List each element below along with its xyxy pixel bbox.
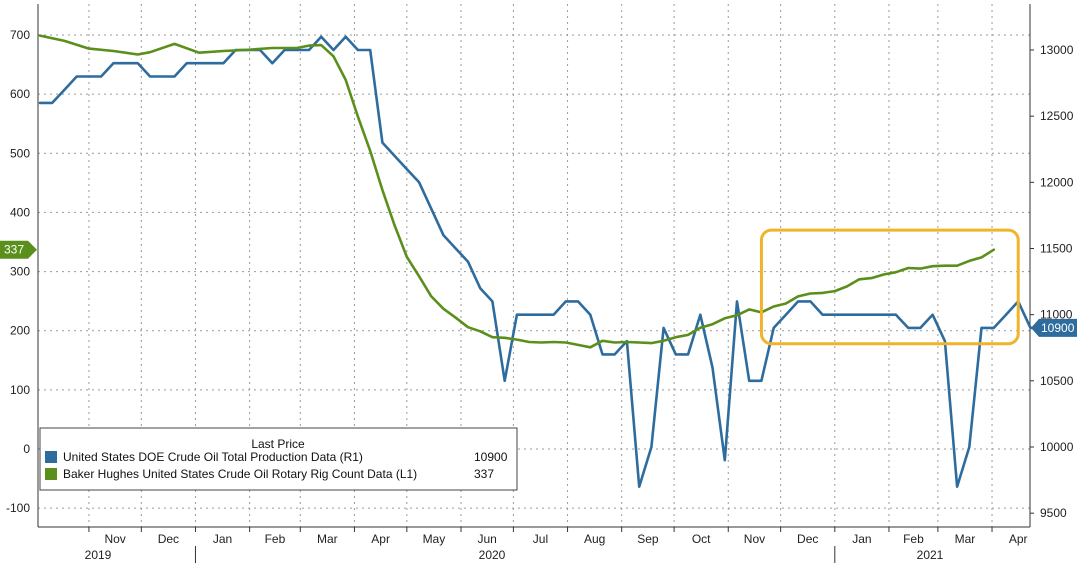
left-tick-label: 300 [10, 265, 30, 279]
legend-swatch [45, 468, 57, 480]
rig-count-series-line [38, 34, 996, 349]
legend-title: Last Price [251, 437, 305, 451]
x-tick-label: Feb [903, 532, 924, 546]
left-tick-label: 100 [10, 383, 30, 397]
x-tick-label: Jan [213, 532, 232, 546]
x-tick-label: Feb [265, 532, 286, 546]
left-tick-label: 200 [10, 324, 30, 338]
left-tick-label: 500 [10, 146, 30, 160]
last-value-tags: 337 10900 [0, 240, 1077, 337]
right-last-value-text: 10900 [1041, 321, 1075, 335]
right-tick-label: 11000 [1040, 308, 1073, 322]
right-tick-label: 12500 [1040, 109, 1074, 123]
left-last-value-text: 337 [4, 243, 24, 257]
x-tick-label: Apr [371, 532, 390, 546]
left-tick-label: 400 [10, 205, 30, 219]
x-tick-label: Mar [317, 532, 338, 546]
left-last-value-tag [0, 240, 37, 259]
right-tick-label: 12000 [1040, 175, 1074, 189]
right-last-value-tag [1031, 318, 1077, 337]
highlight-box [759, 228, 1020, 346]
x-tick-label: Sep [637, 532, 659, 546]
left-tick-label: 600 [10, 87, 30, 101]
right-tick-label: 11500 [1040, 242, 1073, 256]
legend-box [39, 427, 518, 491]
year-label: 2019 [85, 548, 112, 562]
highlight-rectangle [759, 228, 1020, 346]
legend-entry-value: 10900 [474, 450, 508, 464]
legend-entry-value: 337 [474, 467, 494, 481]
x-tick-label: May [423, 532, 446, 546]
x-tick-label: Mar [955, 532, 976, 546]
x-tick-label: Oct [692, 532, 711, 546]
year-label: 2021 [917, 548, 944, 562]
series-lines [38, 34, 1057, 489]
x-tick-label: Apr [1009, 532, 1028, 546]
right-tick-label: 9500 [1040, 506, 1067, 520]
left-tick-label: -100 [6, 501, 30, 515]
right-tick-label: 13000 [1040, 43, 1074, 57]
production-series-line [38, 35, 1057, 489]
legend-entry-label: United States DOE Crude Oil Total Produc… [63, 450, 363, 464]
left-tick-label: 0 [23, 442, 30, 456]
x-tick-label: Jun [478, 532, 497, 546]
legend-swatch [45, 451, 57, 463]
x-tick-label: Nov [744, 532, 765, 546]
legend-entry-label: Baker Hughes United States Crude Oil Rot… [63, 467, 417, 481]
x-tick-label: Dec [158, 532, 179, 546]
x-tick-label: Dec [797, 532, 818, 546]
x-tick-label: Jul [533, 532, 548, 546]
x-tick-label: Aug [584, 532, 605, 546]
x-tick-label: Jan [852, 532, 871, 546]
x-tick-label: Nov [104, 532, 125, 546]
right-tick-label: 10500 [1040, 374, 1074, 388]
year-label: 2020 [479, 548, 506, 562]
left-tick-label: 700 [10, 28, 30, 42]
right-tick-label: 10000 [1040, 440, 1074, 454]
axes: -100 0 100 200 300 400 500 600 700 9500 10000 10500… [6, 4, 1074, 563]
